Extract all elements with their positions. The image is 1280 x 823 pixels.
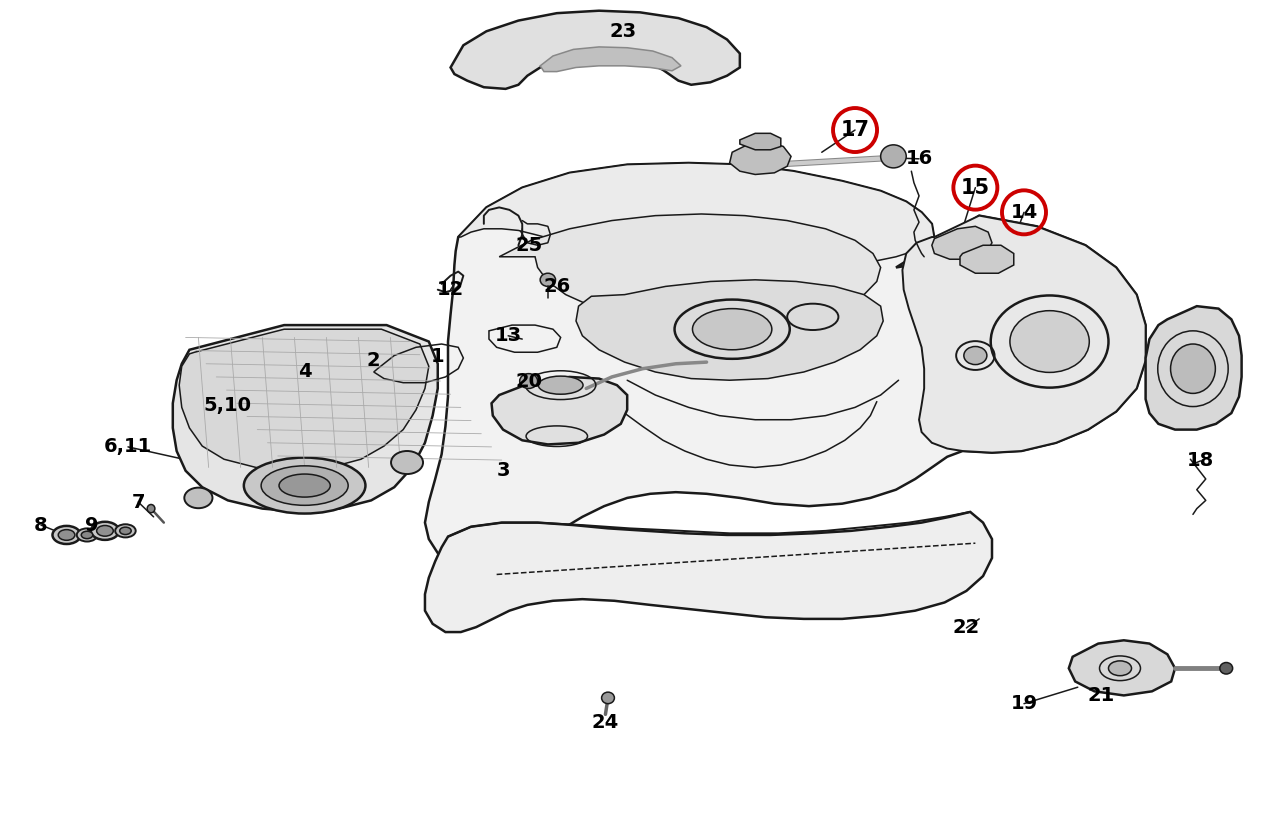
- Text: 8: 8: [35, 515, 47, 535]
- Ellipse shape: [52, 526, 81, 544]
- Polygon shape: [499, 214, 881, 323]
- Text: 23: 23: [609, 21, 637, 41]
- Text: 20: 20: [515, 371, 543, 391]
- Text: 4: 4: [298, 362, 311, 382]
- Text: 22: 22: [952, 618, 980, 638]
- Text: 7: 7: [132, 492, 145, 512]
- Ellipse shape: [120, 528, 131, 535]
- Ellipse shape: [279, 474, 330, 497]
- Ellipse shape: [147, 504, 155, 513]
- Text: 6,11: 6,11: [104, 437, 152, 457]
- Text: 17: 17: [841, 120, 869, 140]
- Ellipse shape: [1108, 661, 1132, 676]
- Ellipse shape: [1220, 663, 1233, 674]
- Polygon shape: [960, 245, 1014, 273]
- Polygon shape: [730, 142, 791, 174]
- Text: 21: 21: [1087, 686, 1115, 705]
- Polygon shape: [425, 163, 1146, 568]
- Ellipse shape: [881, 145, 906, 168]
- Polygon shape: [1069, 640, 1175, 695]
- Text: 25: 25: [515, 235, 543, 255]
- Polygon shape: [1146, 306, 1242, 430]
- Text: 5,10: 5,10: [204, 396, 252, 416]
- Ellipse shape: [59, 530, 74, 541]
- Text: 26: 26: [543, 277, 571, 296]
- Text: 14: 14: [1010, 202, 1038, 222]
- Ellipse shape: [91, 522, 119, 540]
- Polygon shape: [451, 11, 740, 89]
- Ellipse shape: [540, 273, 556, 286]
- Ellipse shape: [82, 532, 93, 539]
- Ellipse shape: [243, 458, 366, 514]
- Polygon shape: [458, 163, 934, 270]
- Text: 19: 19: [1010, 694, 1038, 714]
- Ellipse shape: [392, 451, 422, 474]
- Polygon shape: [740, 133, 781, 150]
- Ellipse shape: [539, 376, 584, 394]
- Polygon shape: [540, 47, 681, 72]
- Ellipse shape: [97, 526, 114, 537]
- Polygon shape: [179, 329, 429, 471]
- Text: 13: 13: [494, 326, 522, 346]
- Polygon shape: [173, 325, 438, 512]
- Text: 3: 3: [497, 461, 509, 481]
- Text: 15: 15: [961, 178, 989, 198]
- Ellipse shape: [184, 487, 212, 509]
- Text: 16: 16: [905, 149, 933, 169]
- Text: 1: 1: [431, 346, 444, 366]
- Ellipse shape: [692, 309, 772, 350]
- Text: 24: 24: [591, 713, 620, 732]
- Text: 12: 12: [436, 280, 465, 300]
- Ellipse shape: [115, 524, 136, 537]
- Text: 2: 2: [367, 351, 380, 370]
- Ellipse shape: [261, 466, 348, 505]
- Text: 9: 9: [86, 515, 99, 535]
- Text: 18: 18: [1187, 451, 1215, 471]
- Ellipse shape: [77, 528, 97, 542]
- Ellipse shape: [1170, 344, 1216, 393]
- Polygon shape: [932, 226, 992, 259]
- Ellipse shape: [964, 346, 987, 365]
- Polygon shape: [576, 280, 883, 380]
- Ellipse shape: [602, 692, 614, 704]
- Polygon shape: [425, 512, 992, 632]
- Polygon shape: [492, 377, 627, 444]
- Polygon shape: [902, 216, 1146, 453]
- Ellipse shape: [1010, 310, 1089, 373]
- Ellipse shape: [520, 374, 538, 388]
